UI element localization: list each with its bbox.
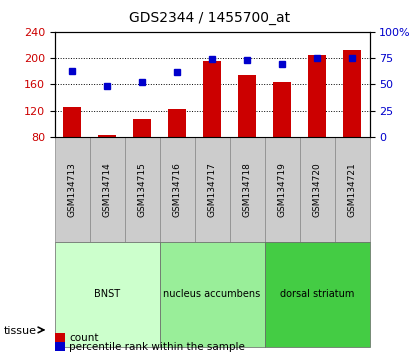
- Text: nucleus accumbens: nucleus accumbens: [163, 290, 261, 299]
- FancyBboxPatch shape: [55, 137, 89, 242]
- FancyBboxPatch shape: [230, 137, 265, 242]
- FancyBboxPatch shape: [194, 137, 230, 242]
- Text: GSM134716: GSM134716: [173, 162, 181, 217]
- FancyBboxPatch shape: [160, 137, 194, 242]
- Text: BNST: BNST: [94, 290, 120, 299]
- Text: count: count: [69, 333, 99, 343]
- Bar: [168, 109, 186, 137]
- Text: percentile rank within the sample: percentile rank within the sample: [69, 342, 245, 352]
- Text: GSM134715: GSM134715: [138, 162, 147, 217]
- Text: GSM134714: GSM134714: [102, 162, 112, 217]
- Bar: [63, 107, 81, 137]
- Text: GSM134719: GSM134719: [278, 162, 286, 217]
- Bar: [308, 56, 326, 137]
- FancyBboxPatch shape: [335, 137, 370, 242]
- Text: GDS2344 / 1455700_at: GDS2344 / 1455700_at: [129, 11, 291, 25]
- Text: GSM134721: GSM134721: [348, 162, 357, 217]
- Bar: [55, 342, 65, 351]
- Bar: [344, 50, 361, 137]
- Text: tissue: tissue: [4, 326, 37, 336]
- FancyBboxPatch shape: [55, 242, 160, 347]
- FancyBboxPatch shape: [265, 242, 370, 347]
- Text: GSM134718: GSM134718: [243, 162, 252, 217]
- Bar: [55, 333, 65, 342]
- Text: GSM134720: GSM134720: [312, 162, 322, 217]
- FancyBboxPatch shape: [125, 137, 160, 242]
- Bar: [134, 119, 151, 137]
- FancyBboxPatch shape: [265, 137, 299, 242]
- Bar: [203, 61, 221, 137]
- Bar: [239, 75, 256, 137]
- Text: GSM134713: GSM134713: [68, 162, 76, 217]
- FancyBboxPatch shape: [299, 137, 335, 242]
- Bar: [98, 135, 116, 137]
- FancyBboxPatch shape: [160, 242, 265, 347]
- Bar: [273, 82, 291, 137]
- Text: GSM134717: GSM134717: [207, 162, 217, 217]
- FancyBboxPatch shape: [89, 137, 125, 242]
- Text: dorsal striatum: dorsal striatum: [280, 290, 354, 299]
